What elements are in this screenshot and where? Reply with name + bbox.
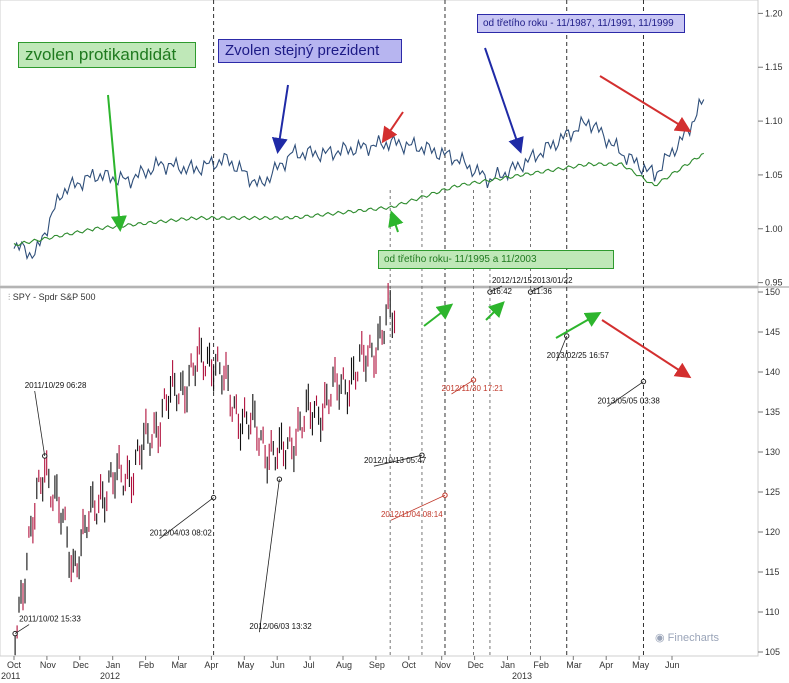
annotation-label: 2012/10/13 05:47 (364, 456, 427, 465)
annotation-arrow (271, 84, 289, 154)
annotation-label: 11:36 (533, 287, 553, 296)
annotation-leader (373, 454, 423, 467)
annotation-label: 2013/02/25 16:57 (547, 351, 610, 360)
annotation-arrow (484, 47, 524, 154)
note-text: zvolen protikandidát (25, 45, 177, 64)
series-legend: ⫶ SPY - Spdr S&P 500 (8, 292, 96, 303)
vertical-marker-lines (213, 0, 644, 656)
note-od-tretiho-roku-1987: od třetího roku - 11/1987, 11/1991, 11/1… (477, 14, 685, 33)
x-tick-label: Dec (73, 660, 90, 670)
annotation-label: 2012/04/03 08:02 (150, 529, 213, 538)
x-axis-ticks: Oct Nov Dec Jan Feb Mar Apr May Jun Jul Aug Sep Oct N… (1, 656, 680, 681)
x-tick-label: Sep (369, 660, 385, 670)
annotation-arrows (107, 47, 692, 379)
annotation-leader (451, 379, 474, 395)
annotation-arrow (599, 75, 692, 133)
annotation-leader (556, 335, 568, 362)
legend-label: SPY - Spdr S&P 500 (12, 292, 96, 302)
note-text: od třetího roku- 11/1995 a 11/2003 (384, 254, 537, 265)
annotation-label: 2011/10/29 06:28 (25, 381, 87, 390)
annotation-leader (159, 497, 214, 539)
annotation-leader (14, 624, 30, 634)
y-tick-label: 150 (765, 287, 780, 297)
annotation-leader (34, 390, 46, 457)
upper-relative-lines (13, 97, 705, 261)
annotation-label: 2012/12/15 (492, 276, 533, 285)
annotation-leader (258, 479, 280, 633)
logo-text: Finecharts (667, 632, 720, 644)
x-tick-label: Jan (106, 660, 121, 670)
x-year-label: 2013 (512, 671, 532, 681)
annotation-leader (489, 285, 503, 293)
y-tick-label: 0.95 (765, 278, 783, 288)
y-tick-label: 135 (765, 407, 780, 417)
x-tick-label: Aug (336, 660, 352, 670)
annotation-arrow (601, 319, 692, 379)
annotation-arrow (107, 94, 127, 232)
annotation-arrow (388, 210, 404, 233)
note-text: od třetího roku - 11/1987, 11/1991, 11/1… (483, 18, 674, 29)
annotation-leader (530, 285, 543, 293)
annotation-arrow (423, 303, 454, 327)
x-year-label: 2011 (1, 671, 20, 681)
y-tick-label: 130 (765, 447, 780, 457)
x-tick-label: May (237, 660, 255, 670)
x-tick-label: Mar (566, 660, 582, 670)
y-tick-label: 125 (765, 487, 780, 497)
note-zvolen-protikandidat: zvolen protikandidát (18, 42, 196, 68)
y-tick-label: 140 (765, 367, 780, 377)
x-tick-label: Apr (599, 660, 613, 670)
price-annotations: 2011/10/02 15:33 2011/10/29 06:28 2012/04/… (12, 276, 660, 637)
annotation-label: 2011/10/02 15:33 (19, 615, 81, 624)
x-tick-label: Nov (40, 660, 57, 670)
y-tick-label: 115 (765, 567, 779, 577)
annotation-label: 2013/05/05 03:38 (597, 397, 660, 406)
x-tick-label: Feb (533, 660, 549, 670)
x-tick-label: Jun (665, 660, 680, 670)
annotation-leader (390, 494, 446, 521)
x-tick-label: Jul (303, 660, 315, 670)
series-line-0 (13, 97, 705, 261)
annotation-label: 2012/11/04 08:14 (381, 510, 443, 519)
y-tick-label: 1.15 (765, 62, 783, 72)
logo-icon: ◉ (655, 632, 665, 644)
x-tick-label: Oct (402, 660, 417, 670)
annotation-label: 2012/06/03 13:32 (249, 622, 312, 631)
y-tick-label: 110 (765, 607, 779, 617)
note-text: Zvolen stejný prezident (225, 42, 380, 59)
x-tick-label: Nov (435, 660, 452, 670)
annotation-label: 2012/11/30 17:21 (442, 384, 504, 393)
annotation-label: 16:42 (492, 287, 513, 296)
y-tick-label: 120 (765, 527, 780, 537)
x-tick-label: Dec (468, 660, 485, 670)
x-tick-label: Jan (501, 660, 516, 670)
annotation-arrow (381, 111, 404, 144)
y-tick-label: 1.00 (765, 224, 783, 234)
series-line-1 (13, 152, 704, 246)
y-tick-label: 1.05 (765, 170, 783, 180)
finecharts-logo: ◉ Finecharts (655, 631, 719, 644)
note-od-tretiho-roku-1995: od třetího roku- 11/1995 a 11/2003 (378, 250, 614, 269)
legend-icon: ⫶ (8, 292, 11, 302)
y-tick-label: 105 (765, 647, 780, 657)
y-tick-label: 1.20 (765, 8, 783, 18)
note-zvolen-stejny: Zvolen stejný prezident (218, 39, 402, 63)
y-tick-label: 1.10 (765, 116, 783, 126)
x-tick-label: Oct (7, 660, 22, 670)
annotation-label: 2013/01/22 (533, 276, 574, 285)
y-axis-ticks: 0.95 1.00 1.05 1.10 1.15 1.20 105 110 115 120 125 1… (758, 8, 783, 657)
lower-panel-frame (0, 287, 759, 657)
x-tick-label: May (632, 660, 650, 670)
x-tick-label: Apr (204, 660, 218, 670)
x-tick-label: Feb (139, 660, 155, 670)
annotation-leader (607, 381, 644, 407)
x-year-label: 2012 (100, 671, 120, 681)
y-tick-label: 145 (765, 327, 780, 337)
annotation-arrow (485, 301, 505, 321)
annotation-arrow (555, 312, 602, 339)
lower-price-series (14, 283, 396, 656)
x-tick-label: Jun (270, 660, 285, 670)
x-tick-label: Mar (172, 660, 188, 670)
